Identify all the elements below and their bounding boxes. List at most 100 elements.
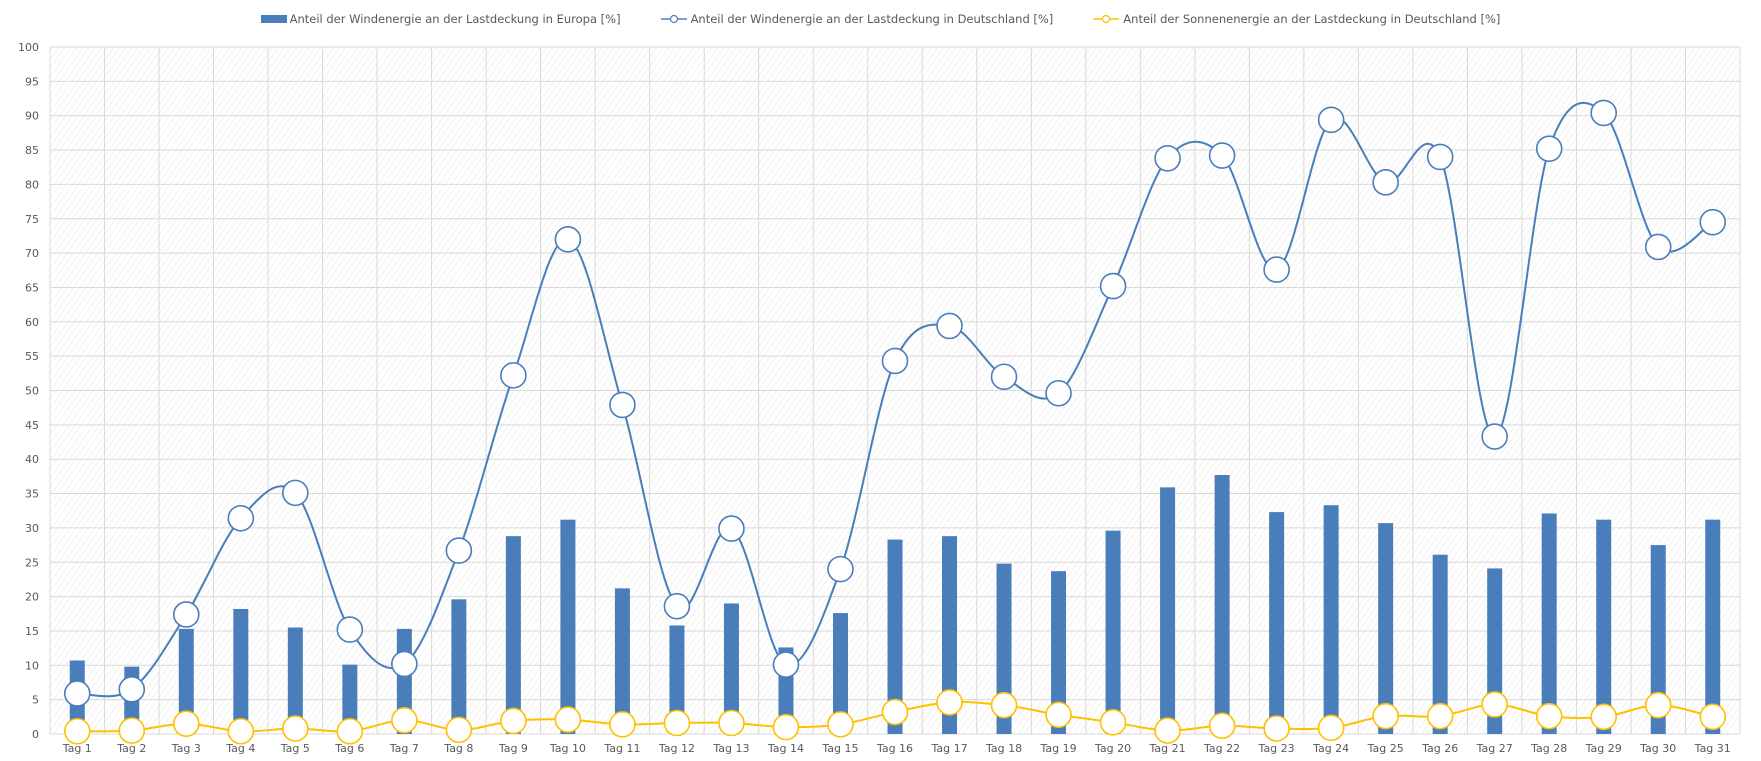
- x-tick-label: Tag 26: [1421, 742, 1458, 755]
- x-tick-label: Tag 7: [389, 742, 419, 755]
- x-tick-label: Tag 6: [334, 742, 364, 755]
- x-tick-label: Tag 29: [1585, 742, 1622, 755]
- x-tick-label: Tag 4: [225, 742, 255, 755]
- bars-europe-wind: [69, 475, 1721, 734]
- bar-europe-wind: [1269, 512, 1285, 734]
- legend-item-europe-wind: Anteil der Windenergie an der Lastdeckun…: [260, 12, 621, 26]
- bar-europe-wind: [451, 599, 467, 734]
- marker-germany-wind: [1317, 106, 1345, 134]
- y-tick-label: 0: [32, 728, 39, 741]
- x-tick-label: Tag 25: [1367, 742, 1404, 755]
- y-tick-label: 70: [25, 247, 39, 260]
- legend-item-germany-solar: Anteil der Sonnenenergie an der Lastdeck…: [1093, 12, 1500, 26]
- x-tick-label: Tag 31: [1694, 742, 1731, 755]
- marker-germany-solar: [827, 711, 854, 738]
- marker-germany-solar: [881, 698, 909, 726]
- x-tick-label: Tag 14: [767, 742, 804, 755]
- bar-europe-wind: [614, 588, 630, 734]
- y-tick-label: 80: [25, 178, 39, 191]
- y-tick-label: 30: [25, 522, 39, 535]
- marker-germany-solar: [718, 709, 745, 737]
- bar-europe-wind: [1596, 519, 1612, 734]
- marker-germany-wind: [1426, 143, 1454, 171]
- marker-germany-solar: [936, 689, 963, 716]
- legend-label-germany-wind: Anteil der Windenergie an der Lastdeckun…: [690, 12, 1054, 26]
- marker-germany-solar: [1590, 703, 1618, 731]
- y-tick-label: 20: [25, 591, 39, 604]
- x-tick-label: Tag 23: [1258, 742, 1295, 755]
- bar-europe-wind: [178, 628, 194, 734]
- x-tick-label: Tag 19: [1039, 742, 1076, 755]
- x-tick-label: Tag 3: [171, 742, 201, 755]
- marker-germany-solar: [990, 691, 1018, 719]
- x-tick-label: Tag 10: [549, 742, 586, 755]
- x-axis: Tag 1 Tag 2 Tag 3 Tag 4 Tag 5 Tag 6 Tag 7 Tag 8…: [62, 742, 1731, 755]
- y-tick-label: 100: [18, 41, 39, 54]
- marker-germany-wind: [1699, 208, 1727, 236]
- bar-europe-wind: [342, 664, 358, 734]
- marker-germany-solar: [1426, 702, 1454, 730]
- marker-germany-solar: [172, 710, 200, 737]
- marker-germany-solar: [500, 707, 527, 735]
- x-tick-label: Tag 11: [603, 742, 640, 755]
- marker-germany-solar: [1481, 691, 1508, 718]
- x-tick-label: Tag 18: [985, 742, 1022, 755]
- x-tick-label: Tag 1: [62, 742, 92, 755]
- marker-germany-wind: [172, 601, 200, 628]
- bar-europe-wind: [1051, 571, 1067, 734]
- marker-germany-wind: [554, 226, 582, 253]
- y-tick-label: 25: [25, 556, 39, 569]
- x-tick-label: Tag 28: [1530, 742, 1567, 755]
- marker-germany-solar: [1154, 717, 1181, 744]
- marker-germany-wind: [1644, 233, 1672, 261]
- legend-swatch-europe-wind: [260, 15, 287, 23]
- bar-europe-wind: [942, 536, 958, 734]
- y-tick-label: 75: [25, 213, 39, 226]
- marker-germany-solar: [609, 711, 636, 738]
- bar-europe-wind: [1160, 487, 1176, 734]
- x-tick-label: Tag 20: [1094, 742, 1131, 755]
- marker-germany-solar: [1535, 702, 1563, 730]
- marker-germany-wind: [1154, 144, 1181, 172]
- y-tick-label: 65: [25, 281, 39, 294]
- y-tick-label: 60: [25, 316, 39, 329]
- marker-germany-wind: [1045, 379, 1072, 407]
- bar-europe-wind: [1705, 519, 1721, 734]
- y-tick-label: 50: [25, 385, 39, 398]
- marker-germany-solar: [1045, 701, 1072, 729]
- marker-germany-wind: [445, 537, 473, 564]
- bar-europe-wind: [287, 627, 303, 734]
- bar-europe-wind: [1323, 505, 1339, 734]
- marker-germany-wind: [1481, 423, 1508, 450]
- marker-germany-solar: [391, 706, 418, 734]
- marker-germany-solar: [554, 706, 582, 733]
- y-tick-label: 5: [32, 694, 39, 707]
- legend-label-europe-wind: Anteil der Windenergie an der Lastdeckun…: [289, 12, 621, 26]
- marker-germany-solar: [1644, 691, 1672, 719]
- bar-europe-wind: [669, 625, 685, 734]
- marker-germany-solar: [227, 717, 255, 745]
- legend-swatch-germany-solar: [1093, 14, 1120, 24]
- x-tick-label: Tag 5: [280, 742, 310, 755]
- x-tick-label: Tag 30: [1639, 742, 1676, 755]
- marker-germany-wind: [1535, 135, 1563, 162]
- marker-germany-solar: [445, 716, 473, 744]
- marker-germany-solar: [1699, 703, 1727, 731]
- marker-germany-wind: [1263, 256, 1290, 283]
- bar-europe-wind: [505, 536, 521, 734]
- grid: [49, 46, 1741, 735]
- marker-germany-wind: [881, 347, 909, 375]
- marker-germany-solar: [1317, 714, 1345, 742]
- marker-germany-wind: [827, 555, 854, 583]
- marker-germany-solar: [772, 713, 800, 741]
- marker-germany-wind: [391, 650, 418, 678]
- markers: [63, 99, 1727, 745]
- marker-germany-solar: [1372, 702, 1399, 730]
- marker-germany-solar: [663, 709, 691, 737]
- bar-europe-wind: [1432, 554, 1448, 734]
- marker-germany-wind: [1208, 142, 1236, 169]
- marker-germany-wind: [936, 312, 963, 340]
- x-tick-label: Tag 15: [821, 742, 858, 755]
- bar-europe-wind: [233, 608, 249, 734]
- marker-germany-wind: [663, 592, 691, 620]
